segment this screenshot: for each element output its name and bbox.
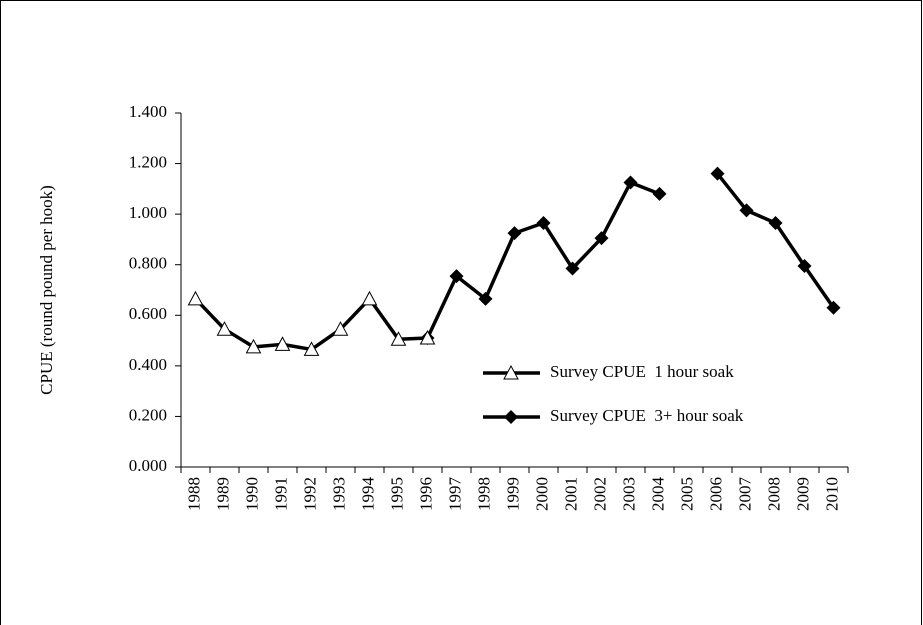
x-tick-label: 2003: [619, 477, 638, 511]
point: [361, 290, 378, 306]
point: [390, 331, 407, 346]
y-tick-label: 0.600: [129, 304, 167, 323]
point: [187, 290, 204, 306]
point: [594, 231, 609, 246]
x-tick-label: 2000: [532, 477, 551, 511]
point: [768, 215, 783, 230]
x-tick-label: 2002: [590, 477, 609, 511]
y-axis-label: CPUE (round pound per hook): [37, 185, 56, 395]
point: [565, 261, 580, 276]
point: [507, 226, 522, 241]
x-tick-label: 1988: [184, 477, 203, 511]
x-tick-label: 2007: [735, 477, 754, 512]
y-tick-label: 0.800: [129, 254, 167, 273]
x-tick-label: 1995: [387, 477, 406, 511]
x-tick-label: 2001: [561, 477, 580, 511]
point: [826, 300, 841, 315]
point: [478, 291, 493, 306]
x-tick-label: 2009: [793, 477, 812, 511]
point: [274, 336, 291, 351]
point: [419, 329, 436, 345]
x-tick-label: 1992: [300, 477, 319, 511]
x-tick-label: 1996: [416, 477, 435, 511]
x-tick-label: 1989: [213, 477, 232, 511]
y-tick-label: 0.200: [129, 405, 167, 424]
legend-label: Survey CPUE 1 hour soak: [550, 362, 734, 381]
x-tick-label: 1997: [445, 477, 464, 512]
x-tick-label: 2004: [648, 477, 667, 512]
point: [303, 341, 320, 356]
point: [797, 258, 812, 273]
legend-marker: [504, 410, 518, 424]
series-line: [425, 172, 835, 339]
y-tick-label: 1.400: [129, 102, 167, 121]
point: [623, 175, 638, 190]
x-tick-label: 2006: [706, 477, 725, 511]
point: [536, 215, 551, 230]
point: [216, 321, 233, 336]
point: [245, 338, 262, 354]
legend-label: Survey CPUE 3+ hour soak: [550, 406, 744, 425]
point: [332, 321, 349, 336]
x-tick-label: 1999: [503, 477, 522, 511]
y-tick-label: 0.400: [129, 355, 167, 374]
x-tick-label: 2010: [822, 477, 841, 511]
x-tick-label: 1998: [474, 477, 493, 511]
x-tick-label: 2005: [677, 477, 696, 511]
x-tick-label: 1990: [242, 477, 261, 511]
x-tick-label: 2008: [764, 477, 783, 511]
y-tick-label: 1.200: [129, 152, 167, 171]
point: [449, 269, 464, 284]
y-tick-label: 1.000: [129, 203, 167, 222]
point: [739, 203, 754, 218]
y-tick-label: 0.000: [129, 456, 167, 475]
x-tick-label: 1994: [358, 477, 377, 512]
x-tick-label: 1991: [271, 477, 290, 511]
point: [710, 166, 725, 181]
legend-marker: [503, 364, 519, 380]
x-tick-label: 1993: [329, 477, 348, 511]
point: [652, 186, 667, 201]
